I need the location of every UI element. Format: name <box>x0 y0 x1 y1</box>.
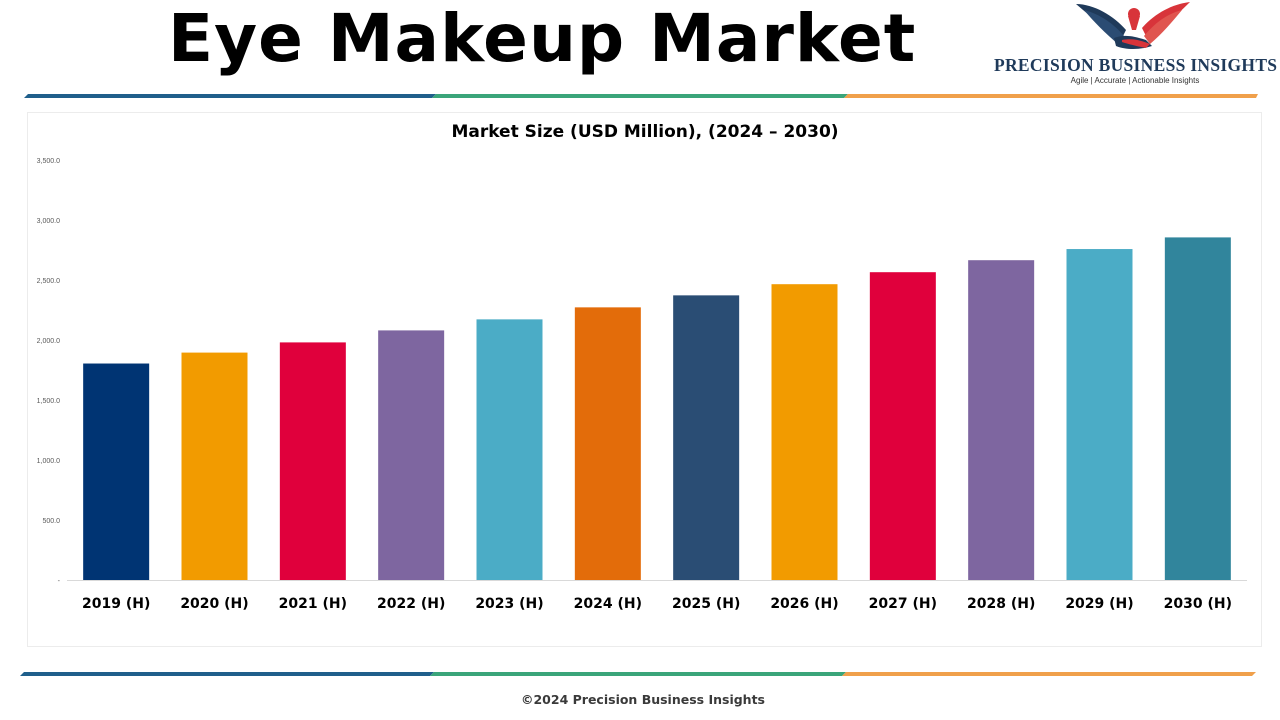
copyright-footer: ©2024 Precision Business Insights <box>520 692 765 707</box>
chart-title: Market Size (USD Million), (2024 – 2030) <box>451 122 839 142</box>
company-name: PRECISION BUSINESS INSIGHTS <box>994 55 1278 75</box>
x-tick-label: 2025 (H) <box>672 596 740 612</box>
bar <box>378 330 445 580</box>
header-divider-segment <box>844 94 1258 98</box>
y-tick-label: 1,500.0 <box>37 398 60 405</box>
company-logo: PRECISION BUSINESS INSIGHTS Agile | Accu… <box>994 0 1278 92</box>
footer-divider <box>20 672 1256 676</box>
x-tick-label: 2029 (H) <box>1065 596 1133 612</box>
x-tick-label: 2026 (H) <box>770 596 838 612</box>
company-tagline: Agile | Accurate | Actionable Insights <box>1070 76 1200 85</box>
x-tick-label: 2020 (H) <box>180 596 248 612</box>
x-tick-label: 2019 (H) <box>82 596 150 612</box>
y-tick-label: 2,500.0 <box>37 278 60 285</box>
y-tick-label: 3,500.0 <box>37 158 60 165</box>
bar <box>83 363 150 580</box>
bar <box>574 307 641 580</box>
eagle-handshake-icon <box>1076 2 1190 49</box>
bar <box>771 284 838 580</box>
header-divider-segment <box>432 94 848 98</box>
x-tick-label: 2028 (H) <box>967 596 1035 612</box>
bar <box>1066 249 1133 581</box>
bar <box>181 352 248 580</box>
bar <box>968 260 1035 580</box>
y-tick-label: 1,000.0 <box>37 458 60 465</box>
footer-divider-segment <box>842 672 1256 676</box>
x-tick-label: 2024 (H) <box>574 596 642 612</box>
y-tick-label: 500.0 <box>42 518 60 525</box>
header-divider <box>24 94 1258 98</box>
x-tick-label: 2030 (H) <box>1164 596 1232 612</box>
header-divider-segment <box>24 94 436 98</box>
footer-divider-segment <box>430 672 846 676</box>
bar <box>869 272 936 580</box>
y-tick-label: - <box>58 578 61 585</box>
footer-divider-segment <box>20 672 434 676</box>
bar <box>1164 237 1231 580</box>
bar <box>476 319 543 580</box>
y-tick-label: 3,000.0 <box>37 218 60 225</box>
page-title: Eye Makeup Market <box>168 0 917 77</box>
y-tick-label: 2,000.0 <box>37 338 60 345</box>
x-tick-label: 2021 (H) <box>279 596 347 612</box>
x-tick-label: 2022 (H) <box>377 596 445 612</box>
bar <box>673 295 740 580</box>
x-tick-label: 2027 (H) <box>869 596 937 612</box>
bar <box>279 342 346 580</box>
x-tick-label: 2023 (H) <box>475 596 543 612</box>
